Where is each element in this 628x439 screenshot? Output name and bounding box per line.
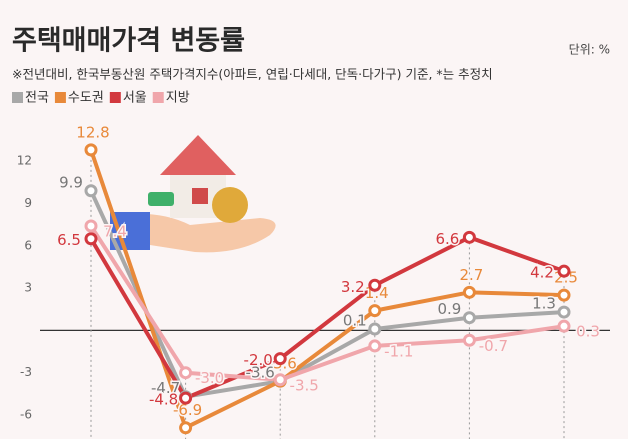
data-label: 6.5: [57, 231, 81, 249]
data-label: 1.3: [532, 295, 556, 313]
data-point: [557, 264, 571, 278]
legend-swatch: [12, 92, 23, 103]
data-label: 2.7: [459, 266, 483, 284]
data-point: [557, 319, 571, 333]
legend-label: 수도권: [68, 91, 104, 106]
data-point: [84, 219, 98, 233]
y-tick-label: 12: [17, 154, 32, 168]
data-label: 7.4: [103, 223, 127, 241]
data-point: [557, 305, 571, 319]
data-label: 6.6: [435, 230, 459, 248]
data-point: [462, 285, 476, 299]
data-label: -3.0: [195, 369, 224, 387]
series-line: [89, 235, 565, 401]
data-point: [462, 311, 476, 325]
data-label: -4.7: [151, 379, 180, 397]
data-point: [84, 143, 98, 157]
series-line: [89, 224, 565, 382]
house-illustration: [110, 135, 276, 253]
chart-title: 주택매매가격 변동률: [12, 26, 245, 57]
data-label: -4.8: [149, 391, 178, 409]
y-tick-label: 9: [24, 196, 32, 210]
data-label: 12.8: [76, 123, 109, 141]
data-point: [462, 333, 476, 347]
data-label: 0.3: [576, 323, 600, 341]
data-point: [368, 322, 382, 336]
legend-swatch: [109, 92, 121, 103]
data-point: [368, 339, 382, 353]
data-label: -1.1: [384, 342, 413, 360]
series-line: [89, 149, 565, 430]
data-point: [84, 184, 98, 198]
data-label: 9.9: [59, 173, 83, 191]
y-tick-label: 6: [24, 238, 32, 252]
data-label: -3.5: [290, 376, 319, 394]
data-label: 0.9: [437, 300, 461, 318]
data-point: [368, 304, 382, 318]
data-point: [557, 288, 571, 302]
legend-label: 지방: [166, 91, 190, 106]
data-point: [273, 352, 287, 366]
data-point: [179, 421, 193, 435]
y-tick-label: -6: [20, 408, 32, 422]
legend-swatch: [54, 92, 66, 103]
legend-label: 전국: [25, 91, 49, 106]
data-label: -3.6: [246, 364, 275, 382]
data-point: [179, 366, 193, 380]
data-point: [368, 278, 382, 292]
data-label: 0.1: [343, 311, 367, 329]
data-label: 4.2: [530, 264, 554, 282]
series-line: [89, 189, 565, 399]
data-point: [462, 230, 476, 244]
data-label: -0.7: [479, 337, 508, 355]
data-label: -2.0: [244, 351, 273, 369]
y-tick-label: 3: [24, 281, 32, 295]
data-label: -6.9: [173, 401, 202, 419]
legend-swatch: [152, 92, 164, 103]
y-tick-label: -3: [20, 365, 32, 379]
data-label: 3.2: [341, 278, 365, 296]
unit-label: 단위: %: [569, 43, 610, 57]
data-point: [179, 391, 193, 405]
data-point: [273, 373, 287, 387]
subtitle: ※전년대비, 한국부동산원 주택가격지수(아파트, 연립·다세대, 단독·다가구…: [12, 67, 493, 82]
data-point: [84, 232, 98, 246]
legend-label: 서울: [123, 91, 147, 106]
